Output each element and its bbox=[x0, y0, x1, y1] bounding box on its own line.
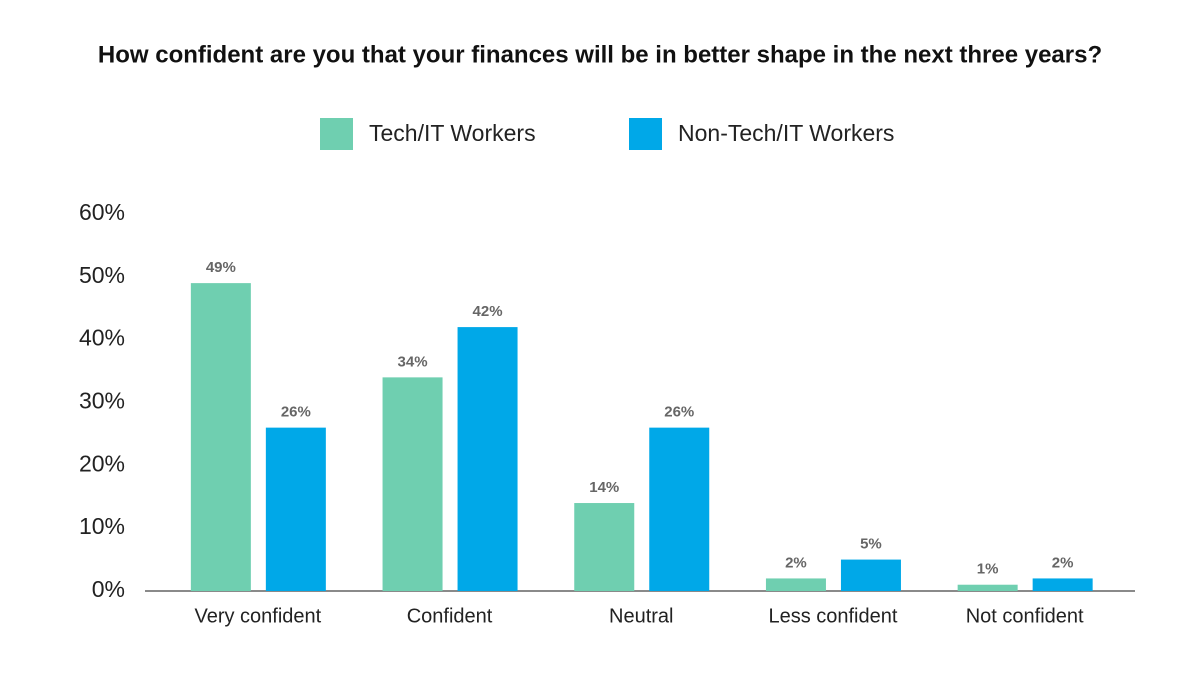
value-label: 2% bbox=[1052, 554, 1074, 571]
legend-label: Non-Tech/IT Workers bbox=[678, 120, 894, 146]
legend-label: Tech/IT Workers bbox=[369, 120, 536, 146]
bar bbox=[957, 584, 1018, 591]
legend-swatch bbox=[320, 118, 353, 150]
value-label: 1% bbox=[977, 561, 999, 578]
y-tick-label: 60% bbox=[79, 199, 125, 225]
bar bbox=[265, 427, 326, 591]
value-label: 14% bbox=[589, 479, 619, 496]
value-label: 5% bbox=[860, 536, 882, 553]
x-tick-label: Less confident bbox=[768, 605, 897, 627]
y-tick-label: 0% bbox=[92, 576, 125, 602]
y-tick-label: 10% bbox=[79, 513, 125, 539]
y-tick-label: 20% bbox=[79, 450, 125, 476]
value-label: 49% bbox=[206, 259, 236, 276]
bar bbox=[382, 377, 443, 591]
bar bbox=[765, 578, 826, 591]
bar bbox=[840, 559, 901, 591]
x-tick-label: Confident bbox=[407, 605, 493, 627]
value-label: 26% bbox=[281, 404, 311, 421]
chart-title: How confident are you that your finances… bbox=[98, 41, 1102, 68]
x-tick-label: Neutral bbox=[609, 605, 673, 627]
y-tick-label: 40% bbox=[79, 325, 125, 351]
x-tick-label: Not confident bbox=[966, 605, 1084, 627]
bar bbox=[457, 327, 518, 591]
bar bbox=[1032, 578, 1093, 591]
bar bbox=[190, 283, 251, 591]
value-label: 26% bbox=[664, 404, 694, 421]
value-label: 42% bbox=[473, 303, 503, 320]
value-label: 2% bbox=[785, 554, 807, 571]
y-tick-label: 30% bbox=[79, 388, 125, 414]
value-label: 34% bbox=[398, 353, 428, 370]
legend-swatch bbox=[629, 118, 662, 150]
x-tick-label: Very confident bbox=[194, 605, 321, 627]
bar bbox=[574, 503, 635, 591]
bar bbox=[649, 427, 710, 591]
y-tick-label: 50% bbox=[79, 262, 125, 288]
